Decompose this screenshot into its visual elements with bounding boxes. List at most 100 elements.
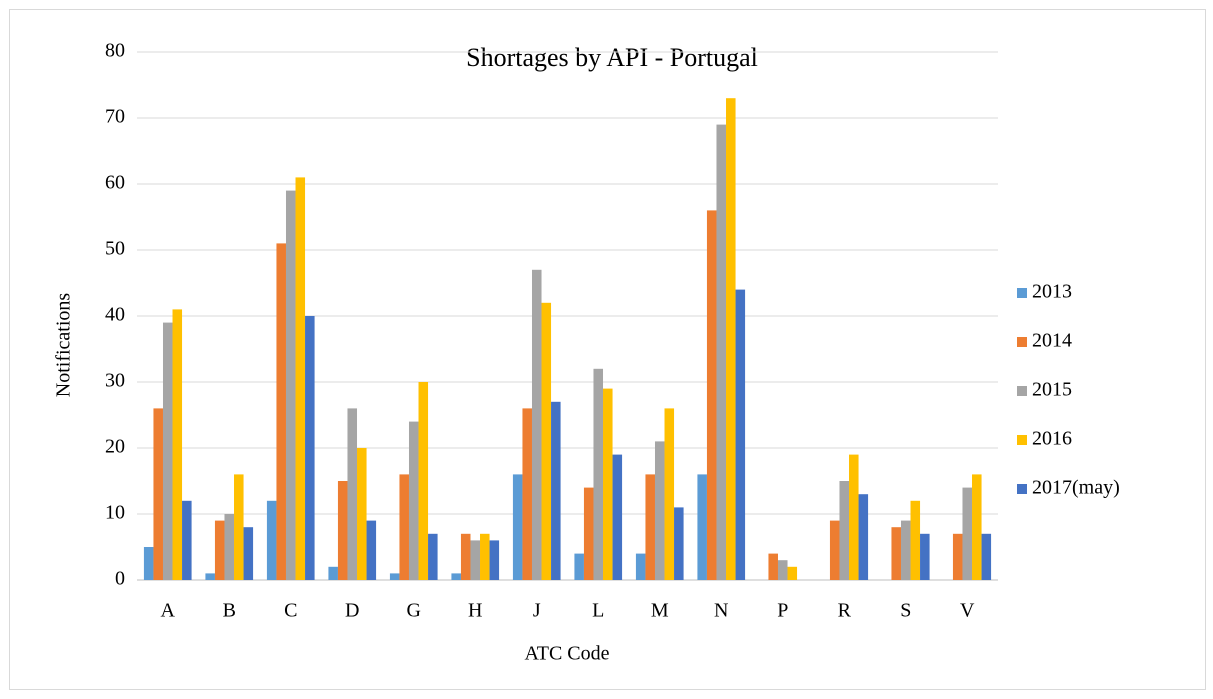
bar	[143, 547, 154, 580]
bar	[266, 500, 277, 580]
bar	[347, 408, 358, 580]
bar	[635, 553, 646, 580]
legend-label: 2013	[1032, 281, 1072, 303]
bar	[182, 500, 192, 580]
x-tick-label: B	[223, 600, 236, 622]
bar	[645, 474, 655, 580]
bar	[328, 566, 338, 580]
legend-swatch	[1017, 435, 1027, 445]
x-tick-label: V	[960, 600, 975, 622]
bar	[706, 210, 717, 580]
bar	[489, 540, 500, 580]
x-tick-label: G	[407, 600, 421, 622]
legend-label: 2014	[1032, 330, 1072, 352]
bar	[574, 553, 584, 580]
bar	[726, 98, 736, 580]
bar	[428, 533, 438, 580]
x-tick-label: H	[468, 600, 482, 622]
bar	[551, 401, 561, 580]
legend-swatch	[1017, 288, 1027, 298]
x-tick-label: R	[838, 600, 852, 622]
bar	[276, 243, 286, 580]
legend-label: 2015	[1032, 379, 1072, 401]
bar	[910, 500, 921, 580]
bar	[612, 454, 623, 580]
bar	[224, 514, 235, 580]
chart-title: Shortages by API - Portugal	[466, 43, 758, 72]
y-tick-label: 20	[105, 436, 125, 458]
bar	[399, 474, 409, 580]
y-tick-label: 10	[105, 502, 125, 524]
bar	[664, 408, 675, 580]
y-tick-label: 40	[105, 304, 125, 326]
x-tick-label: D	[345, 600, 359, 622]
bar	[716, 124, 727, 580]
bar	[735, 289, 746, 580]
bar	[243, 527, 254, 580]
bar	[285, 190, 296, 580]
bar	[234, 474, 244, 580]
bar	[153, 408, 163, 580]
bar	[839, 481, 850, 580]
x-tick-label: P	[777, 600, 788, 622]
bar	[654, 441, 665, 580]
bar	[777, 560, 788, 580]
bar	[768, 553, 778, 580]
x-axis-label: ATC Code	[525, 643, 610, 665]
bar	[674, 507, 684, 580]
x-tick-label: L	[592, 600, 604, 622]
bar	[541, 302, 552, 580]
bar	[858, 494, 869, 580]
bar	[205, 573, 215, 580]
bar	[829, 520, 840, 580]
legend-swatch	[1017, 484, 1027, 494]
bar	[583, 487, 594, 580]
bar	[480, 533, 490, 580]
bar	[451, 573, 461, 580]
legend-swatch	[1017, 337, 1027, 347]
bar	[214, 520, 225, 580]
y-tick-label: 70	[105, 106, 125, 128]
legend-label: 2016	[1032, 428, 1072, 450]
bar	[697, 474, 707, 580]
x-tick-label: S	[900, 600, 911, 622]
bar	[389, 573, 400, 580]
y-tick-label: 50	[105, 238, 125, 260]
bar	[952, 533, 963, 580]
bar	[962, 487, 973, 580]
bar	[972, 474, 982, 580]
x-tick-label: N	[714, 600, 728, 622]
bar	[305, 316, 315, 580]
bar	[603, 388, 613, 580]
bar	[512, 474, 523, 580]
bar	[470, 540, 481, 580]
bar	[522, 408, 532, 580]
y-tick-label: 0	[115, 568, 125, 590]
bar	[460, 533, 471, 580]
bar	[172, 309, 183, 580]
bar	[337, 481, 348, 580]
y-tick-label: 80	[105, 40, 125, 62]
y-axis-label: Notifications	[53, 293, 75, 398]
legend-label: 2017(may)	[1032, 477, 1120, 499]
bar	[295, 177, 306, 580]
bar	[366, 520, 377, 580]
bar	[357, 448, 367, 580]
bar	[787, 566, 798, 580]
bar	[900, 520, 911, 580]
chart-border	[9, 9, 1206, 690]
legend-swatch	[1017, 386, 1027, 396]
bar	[408, 421, 419, 580]
x-tick-label: J	[533, 600, 541, 622]
x-tick-label: A	[161, 600, 176, 622]
y-tick-label: 30	[105, 370, 125, 392]
bar	[891, 527, 901, 580]
bar	[920, 533, 930, 580]
bar	[162, 322, 173, 580]
y-tick-label: 60	[105, 172, 125, 194]
bar	[531, 269, 542, 580]
x-tick-label: M	[651, 600, 669, 622]
bar	[981, 533, 992, 580]
bar	[418, 382, 429, 580]
